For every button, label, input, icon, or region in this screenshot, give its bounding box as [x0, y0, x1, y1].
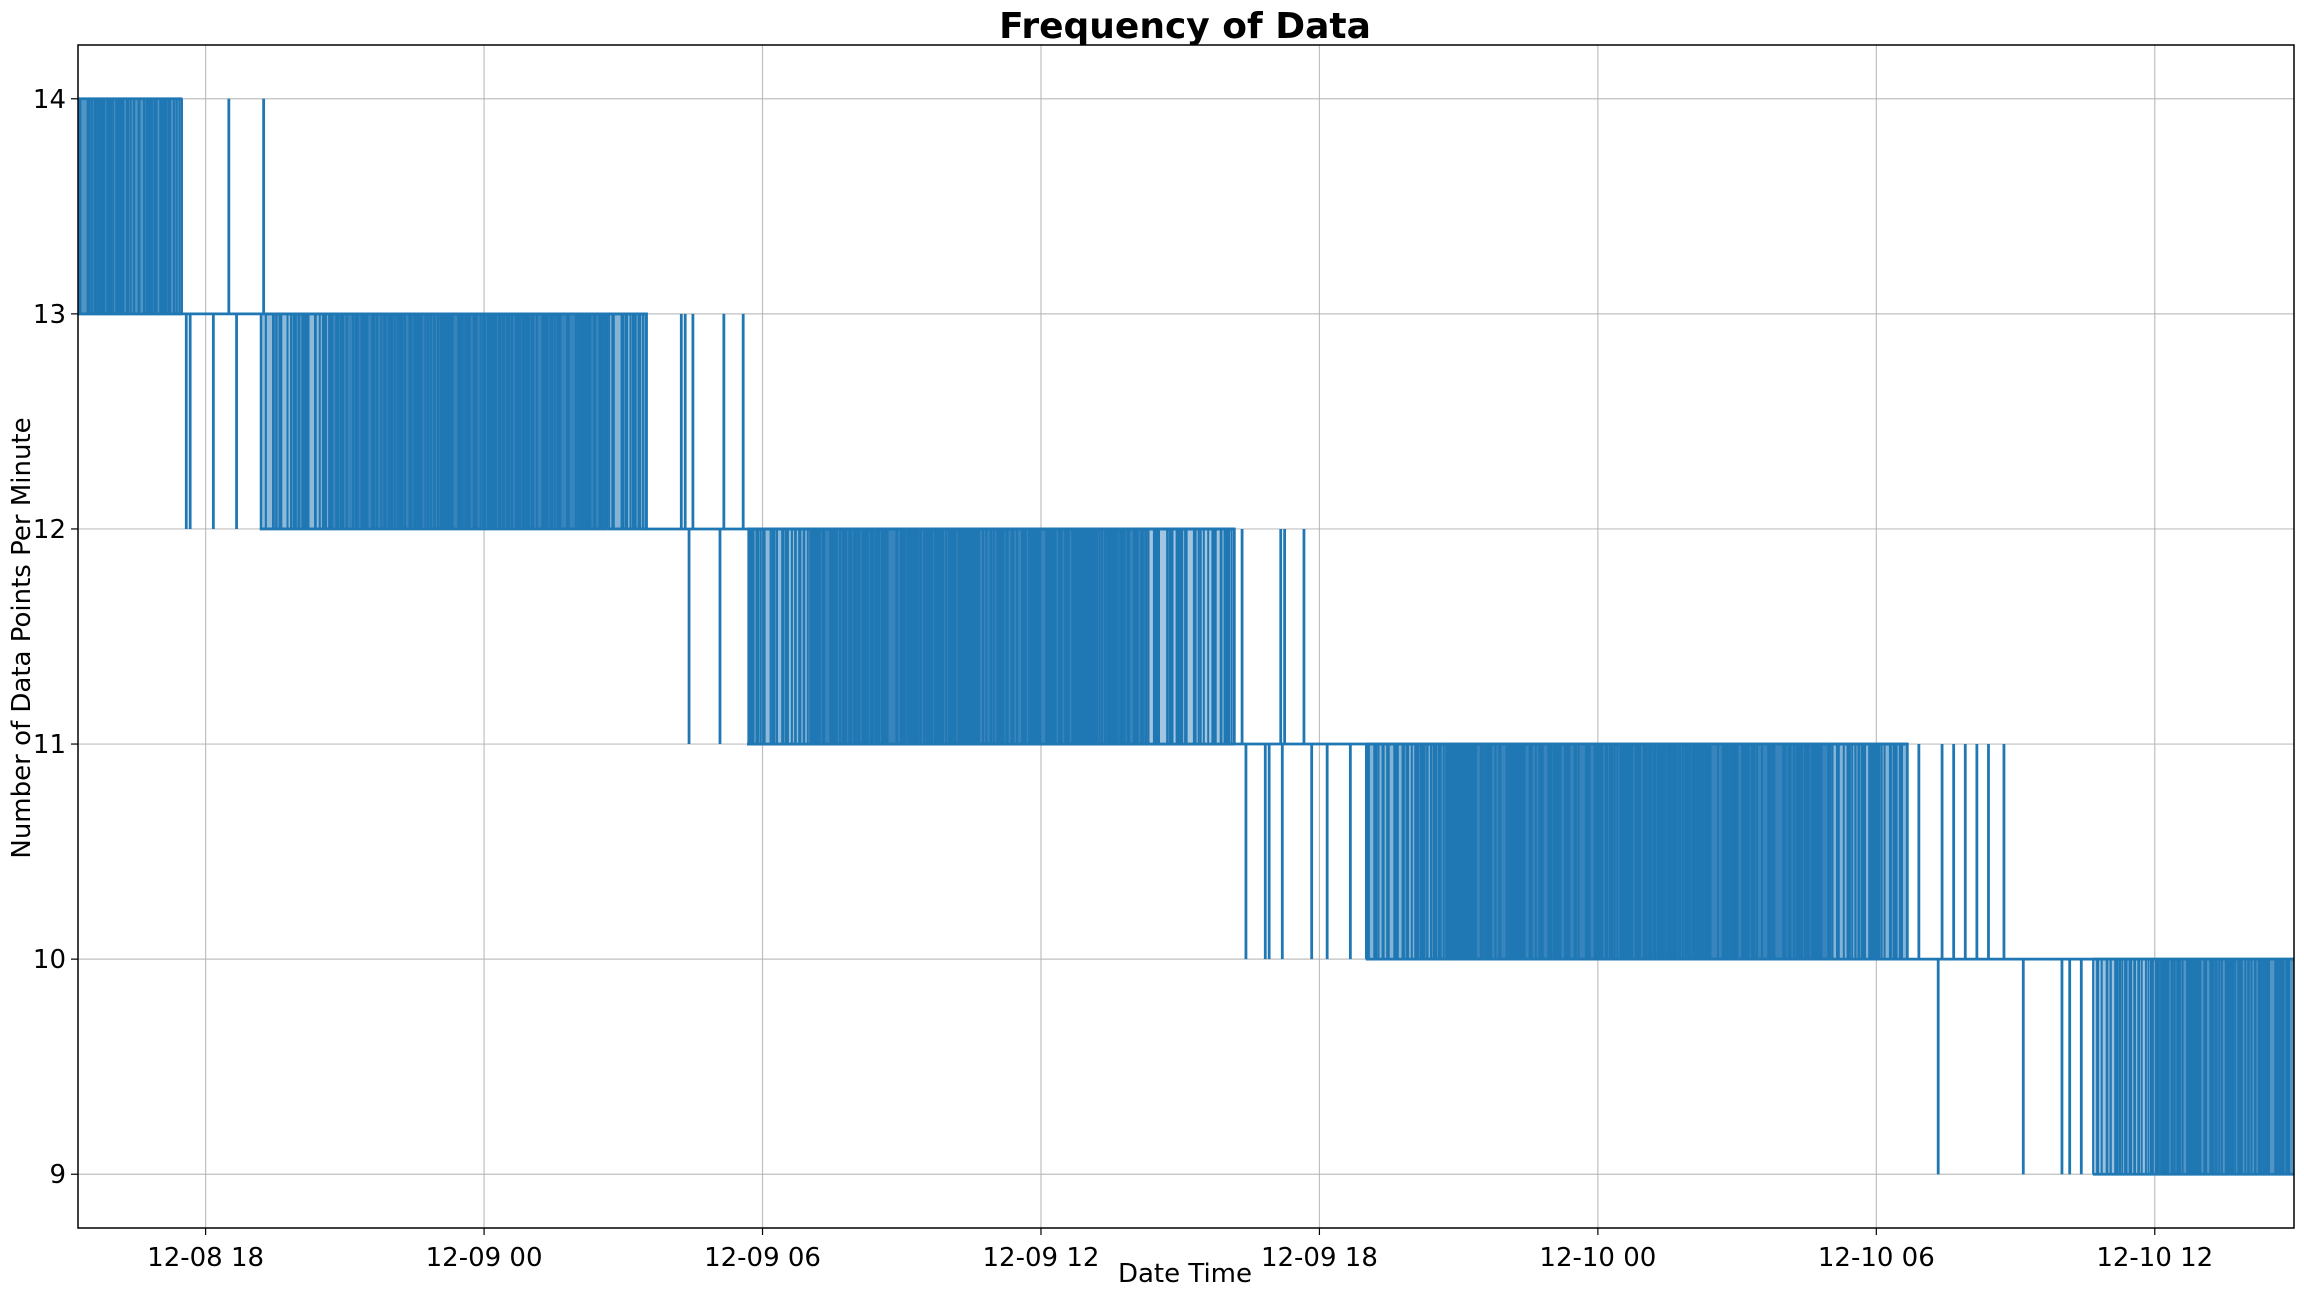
oscillation-strokes: [608, 313, 648, 529]
x-tick-label: 12-09 18: [1261, 1243, 1378, 1273]
oscillation-strokes: [259, 313, 331, 529]
oscillation-strokes: [329, 313, 609, 529]
oscillation-strokes: [809, 529, 1150, 744]
x-tick-label: 12-09 12: [983, 1243, 1100, 1273]
oscillation-strokes: [1152, 529, 1233, 744]
oscillation-strokes: [1829, 744, 1903, 960]
x-tick-label: 12-10 12: [2096, 1243, 2213, 1273]
oscillation-strokes: [1442, 744, 1830, 960]
data-series: [77, 97, 2294, 1176]
oscillation-strokes: [77, 98, 183, 314]
axis-ticks: 12-08 18 12-09 00 12-09 06 12-09 12 12-09 18…: [33, 85, 2213, 1273]
x-axis-label: Date Time: [1118, 1259, 1252, 1289]
y-tick-label: 10: [33, 945, 66, 975]
plot-frame: [77, 44, 2295, 1229]
x-tick-label: 12-09 00: [426, 1243, 543, 1273]
x-tick-label: 12-10 06: [1818, 1243, 1935, 1273]
x-tick-label: 12-08 18: [147, 1243, 264, 1273]
y-tick-label: 13: [33, 300, 66, 330]
oscillation-strokes: [2092, 959, 2154, 1175]
y-axis-label: Number of Data Points Per Minute: [7, 417, 37, 858]
y-tick-label: 11: [33, 730, 66, 760]
chart-title: Frequency of Data: [999, 6, 1371, 47]
x-tick-label: 12-09 06: [704, 1243, 821, 1273]
oscillation-strokes: [747, 529, 809, 744]
oscillation-strokes: [2154, 959, 2290, 1175]
oscillation-strokes: [1365, 744, 1442, 960]
x-tick-label: 12-10 00: [1539, 1243, 1656, 1273]
y-tick-label: 14: [33, 85, 66, 115]
y-tick-label: 12: [33, 515, 66, 545]
oscillation-band: [2092, 959, 2155, 1175]
y-tick-label: 9: [49, 1160, 66, 1190]
